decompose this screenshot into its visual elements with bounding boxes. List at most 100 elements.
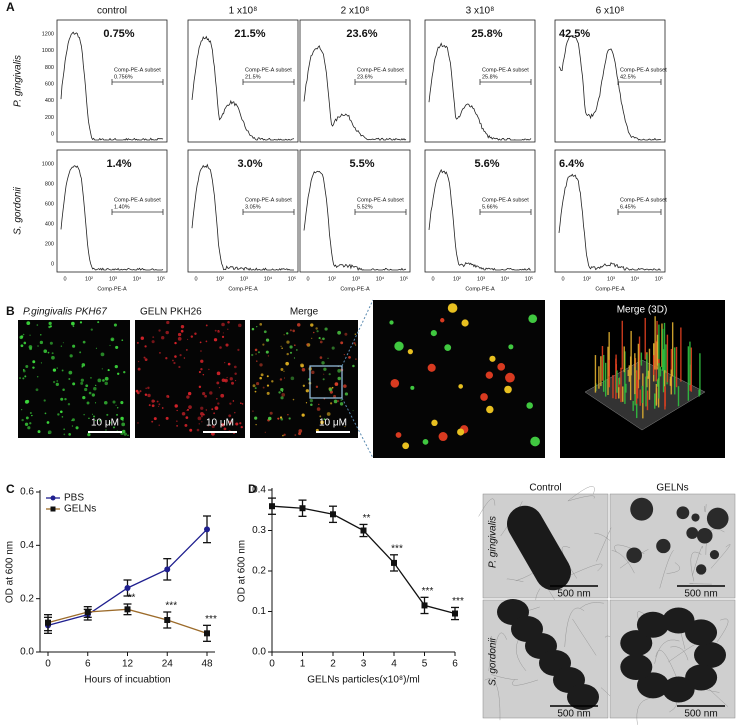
panel-label: C [6,482,15,496]
dot [204,394,207,398]
scale-bar-label: 500 nm [557,589,590,600]
dot [231,381,235,385]
dot [79,351,82,354]
histogram-curve [60,31,164,141]
fibril [670,646,689,661]
x-tick-label: 0 [269,659,275,670]
dot [85,384,89,388]
dot [95,419,97,422]
dot [340,341,344,345]
dot [254,387,257,390]
dot [106,413,109,416]
cell [620,654,653,681]
percent-label: 21.5% [234,28,265,40]
dot [354,333,357,335]
dot [217,402,220,405]
dot [22,369,26,373]
x-tick-label: 1 [300,659,306,670]
dot [213,412,216,415]
dot [310,323,314,327]
dot [87,432,91,437]
dot [280,368,284,371]
cell [567,684,599,710]
gate-value: 5.52% [357,204,373,210]
dot [97,378,102,383]
dot [390,379,400,388]
histogram-frame [554,149,666,273]
dot [64,397,67,401]
x-axis-label: Comp-PE-A [595,286,625,292]
percent-label: 6.4% [559,158,584,170]
dot [407,349,413,355]
dot [179,354,182,357]
panel-label: A [6,0,15,14]
dot [51,352,54,355]
dot [180,324,185,329]
dot [86,401,90,405]
dot [262,386,265,389]
marker [84,609,91,615]
dot [205,340,208,343]
dot [259,376,262,380]
percent-label: 3.0% [237,158,262,170]
dot [60,345,63,347]
gate-value: 3.05% [245,204,261,210]
dot [117,407,119,409]
panel-label: D [248,482,257,496]
dot [251,353,254,357]
x-tick-label: 12 [122,659,134,670]
fibril [580,602,604,609]
dot [227,362,231,366]
panel-label: B [6,304,15,318]
dot [259,323,263,326]
marker [164,617,171,623]
x-tick-label: 3 [361,659,367,670]
x-tick-label: 10⁵ [400,275,408,282]
dot [199,341,202,344]
dot [94,402,97,404]
cell-debris [706,507,729,530]
marker [204,526,210,533]
column-header: 3 x10⁸ [466,6,495,17]
x-tick-label: 10² [453,276,461,282]
cell [685,619,718,646]
dot [340,399,343,401]
dot [343,354,345,356]
dot [331,386,334,389]
histogram-frame [56,149,168,273]
dot [151,420,154,423]
scale-bar-label: 10 μM [319,418,347,429]
dot [279,416,283,419]
dot [337,369,341,373]
dot [139,390,142,393]
fibril [690,551,702,582]
dot [255,353,257,355]
dot [97,321,100,324]
dot [68,370,73,375]
dot [90,377,92,379]
dot [165,416,169,420]
y-tick-label: 0.4 [252,485,266,496]
dot [177,332,182,337]
dot [116,414,118,416]
zoom-box [309,365,343,399]
dot [172,359,174,362]
dot [298,429,303,433]
dot [306,343,309,346]
fibril [572,618,597,656]
dot [320,420,324,425]
dot [353,342,356,345]
dot [422,438,429,445]
dot [25,365,29,368]
dot [127,434,129,437]
dot [79,321,83,324]
x-tick-label: 10⁴ [264,275,273,282]
y-tick-label: 200 [45,241,54,247]
dot [339,402,344,406]
dot [36,324,39,326]
dot [82,340,86,344]
dot [165,330,169,335]
dot [115,404,117,406]
percent-label: 0.75% [103,28,134,40]
dot [68,433,71,436]
